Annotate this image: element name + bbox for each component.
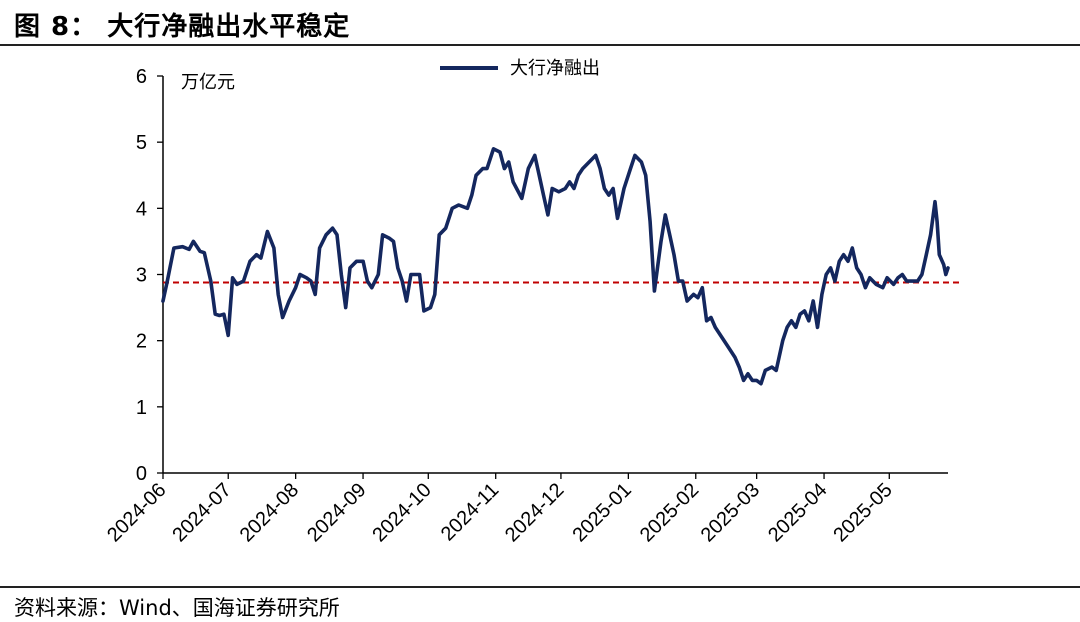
x-tick-label: 2025-01: [568, 479, 635, 546]
x-tick-label: 2025-03: [697, 479, 764, 546]
source-note: 资料来源：Wind、国海证券研究所: [14, 596, 340, 620]
x-tick-label: 2024-06: [103, 479, 170, 546]
y-tick-label: 6: [136, 66, 147, 88]
x-tick-label: 2024-09: [303, 479, 370, 546]
x-tick-label: 2025-02: [636, 479, 703, 546]
y-tick-label: 1: [136, 397, 147, 419]
series-line: [161, 147, 950, 386]
y-tick-label: 5: [136, 132, 147, 154]
chart-legend: 大行净融出: [440, 58, 600, 79]
y-tick-label: 2: [136, 331, 147, 353]
x-tick-label: 2024-10: [368, 479, 435, 546]
footer-divider: [0, 586, 1080, 588]
x-tick-label: 2025-05: [829, 479, 896, 546]
x-tick-label: 2024-08: [236, 479, 303, 546]
x-tick-label: 2024-11: [437, 479, 503, 545]
y-tick-label: 0: [136, 463, 147, 485]
x-tick-label: 2024-12: [501, 479, 568, 546]
legend-label: 大行净融出: [510, 58, 600, 79]
y-tick-label: 4: [136, 198, 147, 220]
x-tick-label: 2025-04: [764, 479, 831, 546]
series-group: [161, 147, 950, 386]
x-tick-label: 2024-07: [168, 479, 235, 546]
y-tick-label: 3: [136, 265, 147, 287]
y-axis-unit-label: 万亿元: [181, 72, 235, 93]
title-divider: [0, 44, 1080, 46]
figure-title: 图 8： 大行净融出水平稳定: [14, 12, 351, 42]
